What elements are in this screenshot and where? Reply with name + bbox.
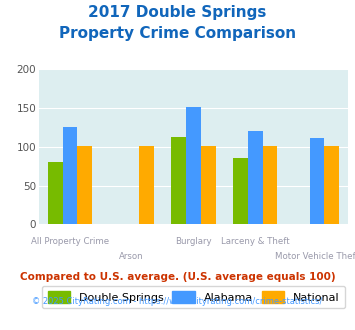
Legend: Double Springs, Alabama, National: Double Springs, Alabama, National xyxy=(42,286,345,308)
Text: All Property Crime: All Property Crime xyxy=(31,237,109,246)
Bar xyxy=(233,158,248,224)
Bar xyxy=(186,107,201,224)
Text: © 2025 CityRating.com - https://www.cityrating.com/crime-statistics/: © 2025 CityRating.com - https://www.city… xyxy=(32,297,323,306)
Text: Motor Vehicle Theft: Motor Vehicle Theft xyxy=(275,252,355,261)
Bar xyxy=(77,146,92,224)
Bar xyxy=(171,137,186,224)
Text: Arson: Arson xyxy=(119,252,144,261)
Bar xyxy=(324,146,339,224)
Bar xyxy=(201,146,216,224)
Bar xyxy=(248,131,263,224)
Text: Property Crime Comparison: Property Crime Comparison xyxy=(59,26,296,41)
Text: Larceny & Theft: Larceny & Theft xyxy=(221,237,290,246)
Bar xyxy=(139,146,154,224)
Text: Burglary: Burglary xyxy=(175,237,212,246)
Text: Compared to U.S. average. (U.S. average equals 100): Compared to U.S. average. (U.S. average … xyxy=(20,272,335,282)
Bar xyxy=(62,127,77,224)
Bar xyxy=(310,138,324,224)
Bar xyxy=(263,146,278,224)
Text: 2017 Double Springs: 2017 Double Springs xyxy=(88,5,267,20)
Bar xyxy=(48,162,62,224)
